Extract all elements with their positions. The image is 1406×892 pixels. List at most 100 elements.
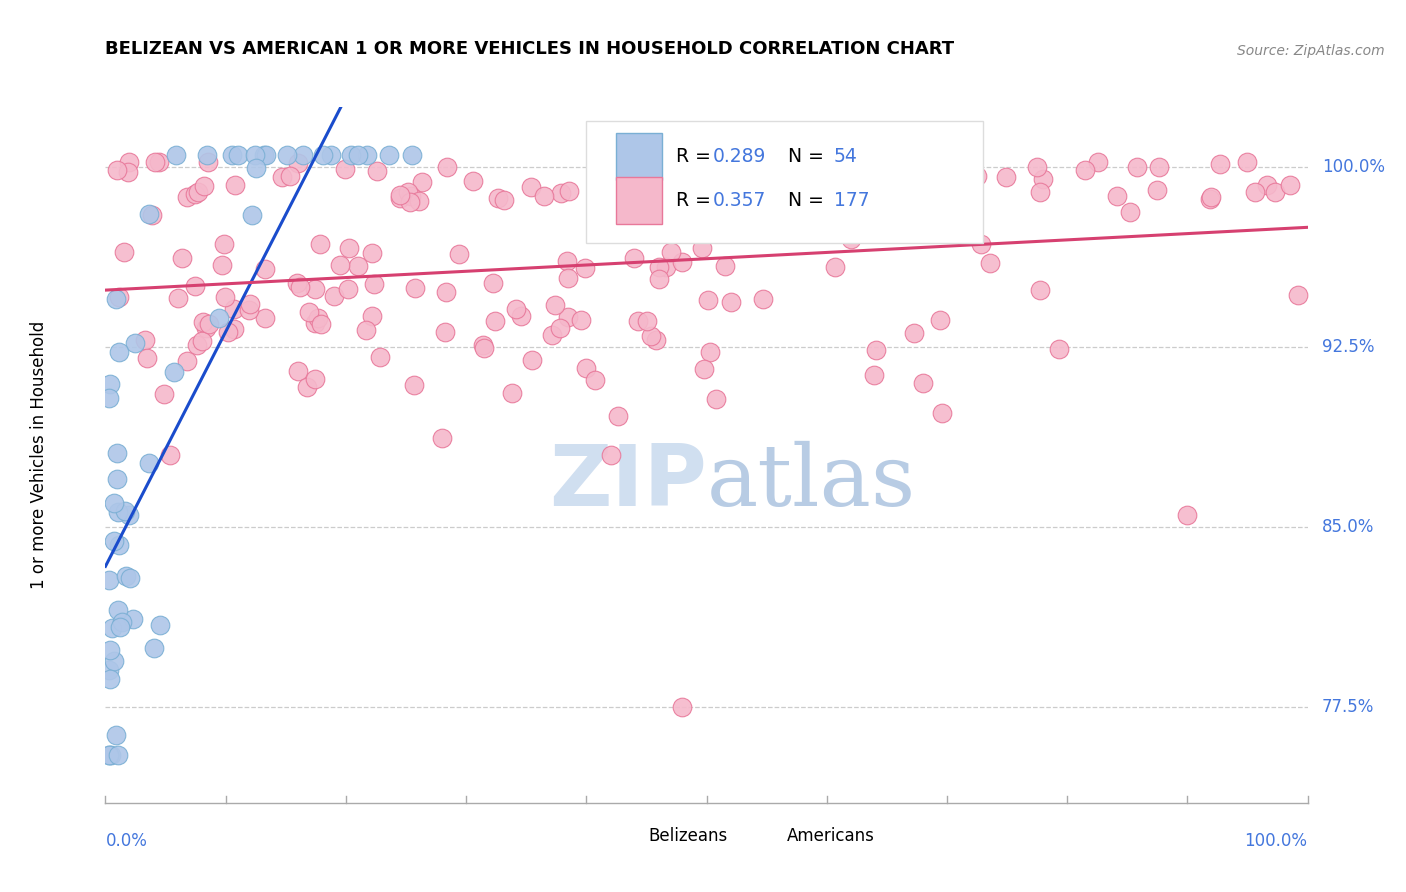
Point: [304, 282, 326, 296]
Point: [98, 672, 121, 686]
Point: [915, 187, 938, 202]
Point: [134, 333, 156, 347]
Point: [1264, 185, 1286, 199]
Point: [224, 321, 246, 335]
Point: [98, 747, 121, 762]
Point: [103, 495, 125, 509]
Point: [1256, 178, 1278, 193]
Point: [354, 323, 377, 337]
Point: [290, 280, 312, 294]
Point: [211, 258, 233, 272]
Point: [637, 314, 659, 328]
Point: [1288, 288, 1310, 302]
Point: [346, 260, 368, 274]
Point: [145, 155, 167, 169]
Point: [295, 380, 318, 394]
Point: [492, 193, 515, 207]
Point: [193, 179, 215, 194]
Point: [347, 148, 370, 162]
Point: [184, 186, 207, 201]
Point: [104, 293, 127, 307]
Point: [378, 148, 401, 162]
Point: [825, 164, 848, 178]
Bar: [616, 177, 662, 224]
Point: [253, 261, 276, 276]
Point: [752, 292, 775, 306]
Point: [292, 148, 315, 162]
Point: [1278, 178, 1301, 193]
Point: [148, 617, 170, 632]
Point: [287, 156, 309, 170]
Text: N =: N =: [789, 147, 830, 166]
Point: [970, 236, 993, 251]
Point: [1105, 189, 1128, 203]
Point: [903, 326, 925, 340]
Text: BELIZEAN VS AMERICAN 1 OR MORE VEHICLES IN HOUSEHOLD CORRELATION CHART: BELIZEAN VS AMERICAN 1 OR MORE VEHICLES …: [105, 40, 955, 58]
Point: [583, 373, 606, 387]
Point: [713, 185, 735, 199]
Point: [121, 612, 143, 626]
Point: [569, 313, 592, 327]
Text: N =: N =: [789, 191, 830, 210]
Point: [1025, 160, 1047, 174]
Point: [389, 191, 412, 205]
Point: [783, 155, 806, 169]
Text: 100.0%: 100.0%: [1322, 158, 1385, 176]
Point: [887, 183, 910, 197]
Point: [558, 184, 581, 198]
Point: [575, 360, 598, 375]
Text: atlas: atlas: [707, 442, 915, 524]
Point: [915, 192, 938, 206]
Text: Belizeans: Belizeans: [648, 827, 728, 846]
Point: [112, 244, 135, 259]
Point: [221, 148, 243, 162]
Point: [1047, 342, 1070, 356]
Point: [114, 504, 136, 518]
Point: [928, 313, 950, 327]
Text: Source: ZipAtlas.com: Source: ZipAtlas.com: [1237, 44, 1385, 58]
Point: [1029, 185, 1052, 199]
Point: [690, 155, 713, 169]
Point: [124, 336, 146, 351]
Point: [107, 163, 129, 178]
Point: [108, 620, 131, 634]
Point: [979, 256, 1001, 270]
Point: [165, 148, 187, 162]
Point: [363, 277, 385, 291]
Point: [212, 237, 235, 252]
Point: [574, 261, 596, 276]
Point: [856, 192, 879, 206]
Point: [520, 179, 543, 194]
Point: [253, 310, 276, 325]
Point: [226, 148, 249, 162]
Point: [176, 353, 198, 368]
Text: 177: 177: [834, 191, 869, 210]
Point: [1243, 186, 1265, 200]
Point: [333, 161, 356, 176]
Point: [654, 260, 676, 274]
Point: [671, 699, 693, 714]
Point: [1029, 283, 1052, 297]
Point: [103, 654, 125, 668]
Point: [366, 164, 388, 178]
Point: [298, 305, 321, 319]
Point: [693, 362, 716, 376]
Point: [704, 392, 727, 406]
Point: [510, 310, 533, 324]
Point: [600, 448, 623, 462]
Point: [361, 309, 384, 323]
Point: [108, 538, 131, 552]
Point: [678, 155, 700, 169]
Point: [831, 189, 853, 203]
Point: [105, 728, 128, 742]
Point: [117, 508, 139, 522]
Point: [720, 295, 742, 310]
Point: [245, 161, 267, 175]
Point: [194, 321, 217, 335]
Point: [645, 334, 668, 348]
Point: [1208, 157, 1230, 171]
Text: 100.0%: 100.0%: [1244, 831, 1308, 849]
Point: [163, 365, 186, 379]
Point: [356, 148, 378, 162]
Point: [434, 285, 457, 300]
